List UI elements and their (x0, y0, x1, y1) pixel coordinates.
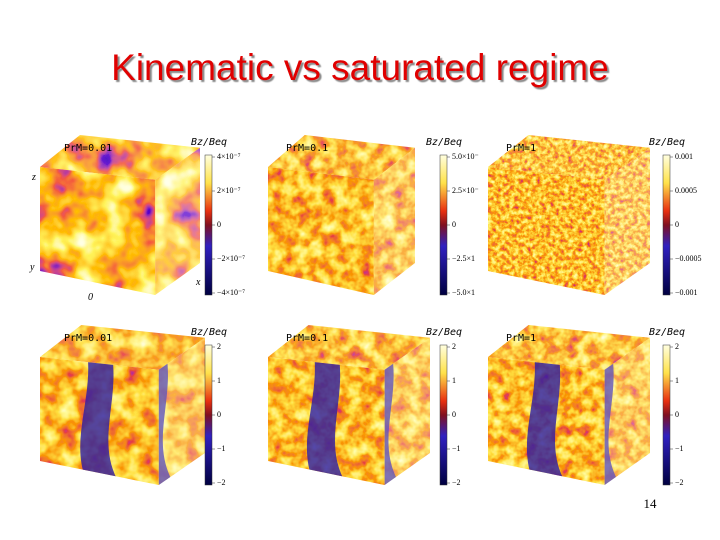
colorbar (204, 344, 213, 486)
colorbar (662, 154, 671, 296)
colorbar-tick-label: 1 (452, 376, 456, 385)
colorbar-tick-label: 1 (217, 376, 221, 385)
panel-label: PrM=0.01 (64, 333, 112, 344)
panel-label: PrM=0.1 (286, 143, 328, 154)
field-band (306, 357, 347, 485)
colorbar-tick-label: 0 (217, 410, 221, 419)
colorbar-tick-label: −2 (452, 478, 461, 487)
colorbar-tick-label: 0 (452, 220, 456, 229)
colorbar-tick-label: 0 (675, 410, 679, 419)
colorbar-tick-label: −2 (675, 478, 684, 487)
cube (488, 325, 650, 485)
field-band (526, 357, 567, 485)
colorbar-tick-label: 0 (217, 220, 221, 229)
colorbar-tick-label: −5.0×1 (452, 288, 475, 297)
cube (40, 325, 205, 485)
colorbar-tick-label: −0.001 (675, 288, 698, 297)
colorbar-title: Bz/Beq (191, 137, 227, 148)
axis-label: 0 (88, 292, 93, 303)
colorbar-tick-label: −1 (217, 444, 226, 453)
colorbar-tick-label: −4×10⁻⁷ (217, 288, 245, 297)
colorbar-tick-label: −0.0005 (675, 254, 702, 263)
colorbar (204, 154, 213, 296)
colorbar-tick-label: −1 (452, 444, 461, 453)
slide-title: Kinematic vs saturated regime (111, 47, 609, 88)
colorbar-tick-label: 2.5×10⁻ (452, 186, 479, 195)
colorbar-tick-label: 0 (675, 220, 679, 229)
cube-face (488, 167, 605, 295)
colorbar (439, 154, 448, 296)
colorbar-tick-label: 0 (452, 410, 456, 419)
cube (40, 135, 200, 295)
colorbar-tick-label: −2×10⁻⁷ (217, 254, 245, 263)
colorbar-tick-label: 4×10⁻⁷ (217, 152, 241, 161)
page-number: 14 (644, 496, 658, 511)
cube (268, 325, 430, 485)
colorbar-title: Bz/Beq (426, 137, 462, 148)
cube-face (40, 357, 159, 485)
colorbar-tick-label: −1 (675, 444, 684, 453)
colorbar-tick-label: −2.5×1 (452, 254, 475, 263)
axis-label: y (29, 262, 35, 273)
panel-label: PrM=1 (506, 333, 536, 344)
axis-label: x (195, 277, 201, 288)
panel-label: PrM=1 (506, 143, 536, 154)
cube-face (40, 167, 156, 295)
colorbar-tick-label: 1 (675, 376, 679, 385)
colorbar-tick-label: 5.0×10⁻ (452, 152, 479, 161)
cube (488, 135, 650, 295)
panel-label: PrM=0.01 (64, 143, 112, 154)
colorbar-tick-label: 2 (452, 342, 456, 351)
colorbar-tick-label: 0.0005 (675, 186, 697, 195)
colorbar-title: Bz/Beq (649, 137, 685, 148)
cube (268, 135, 415, 295)
cube-face (268, 167, 374, 295)
cube-face (268, 357, 385, 485)
axis-label: z (31, 172, 36, 183)
colorbar-title: Bz/Beq (649, 327, 685, 338)
colorbar-tick-label: 2×10⁻⁷ (217, 186, 241, 195)
colorbar-title: Bz/Beq (191, 327, 227, 338)
colorbar-tick-label: 0.001 (675, 152, 693, 161)
cube-face (488, 357, 605, 485)
colorbar-tick-label: 2 (675, 342, 679, 351)
panel-label: PrM=0.1 (286, 333, 328, 344)
colorbar (439, 344, 448, 486)
colorbar (662, 344, 671, 486)
colorbar-tick-label: −2 (217, 478, 226, 487)
colorbar-title: Bz/Beq (426, 327, 462, 338)
field-band (80, 357, 121, 485)
colorbar-tick-label: 2 (217, 342, 221, 351)
